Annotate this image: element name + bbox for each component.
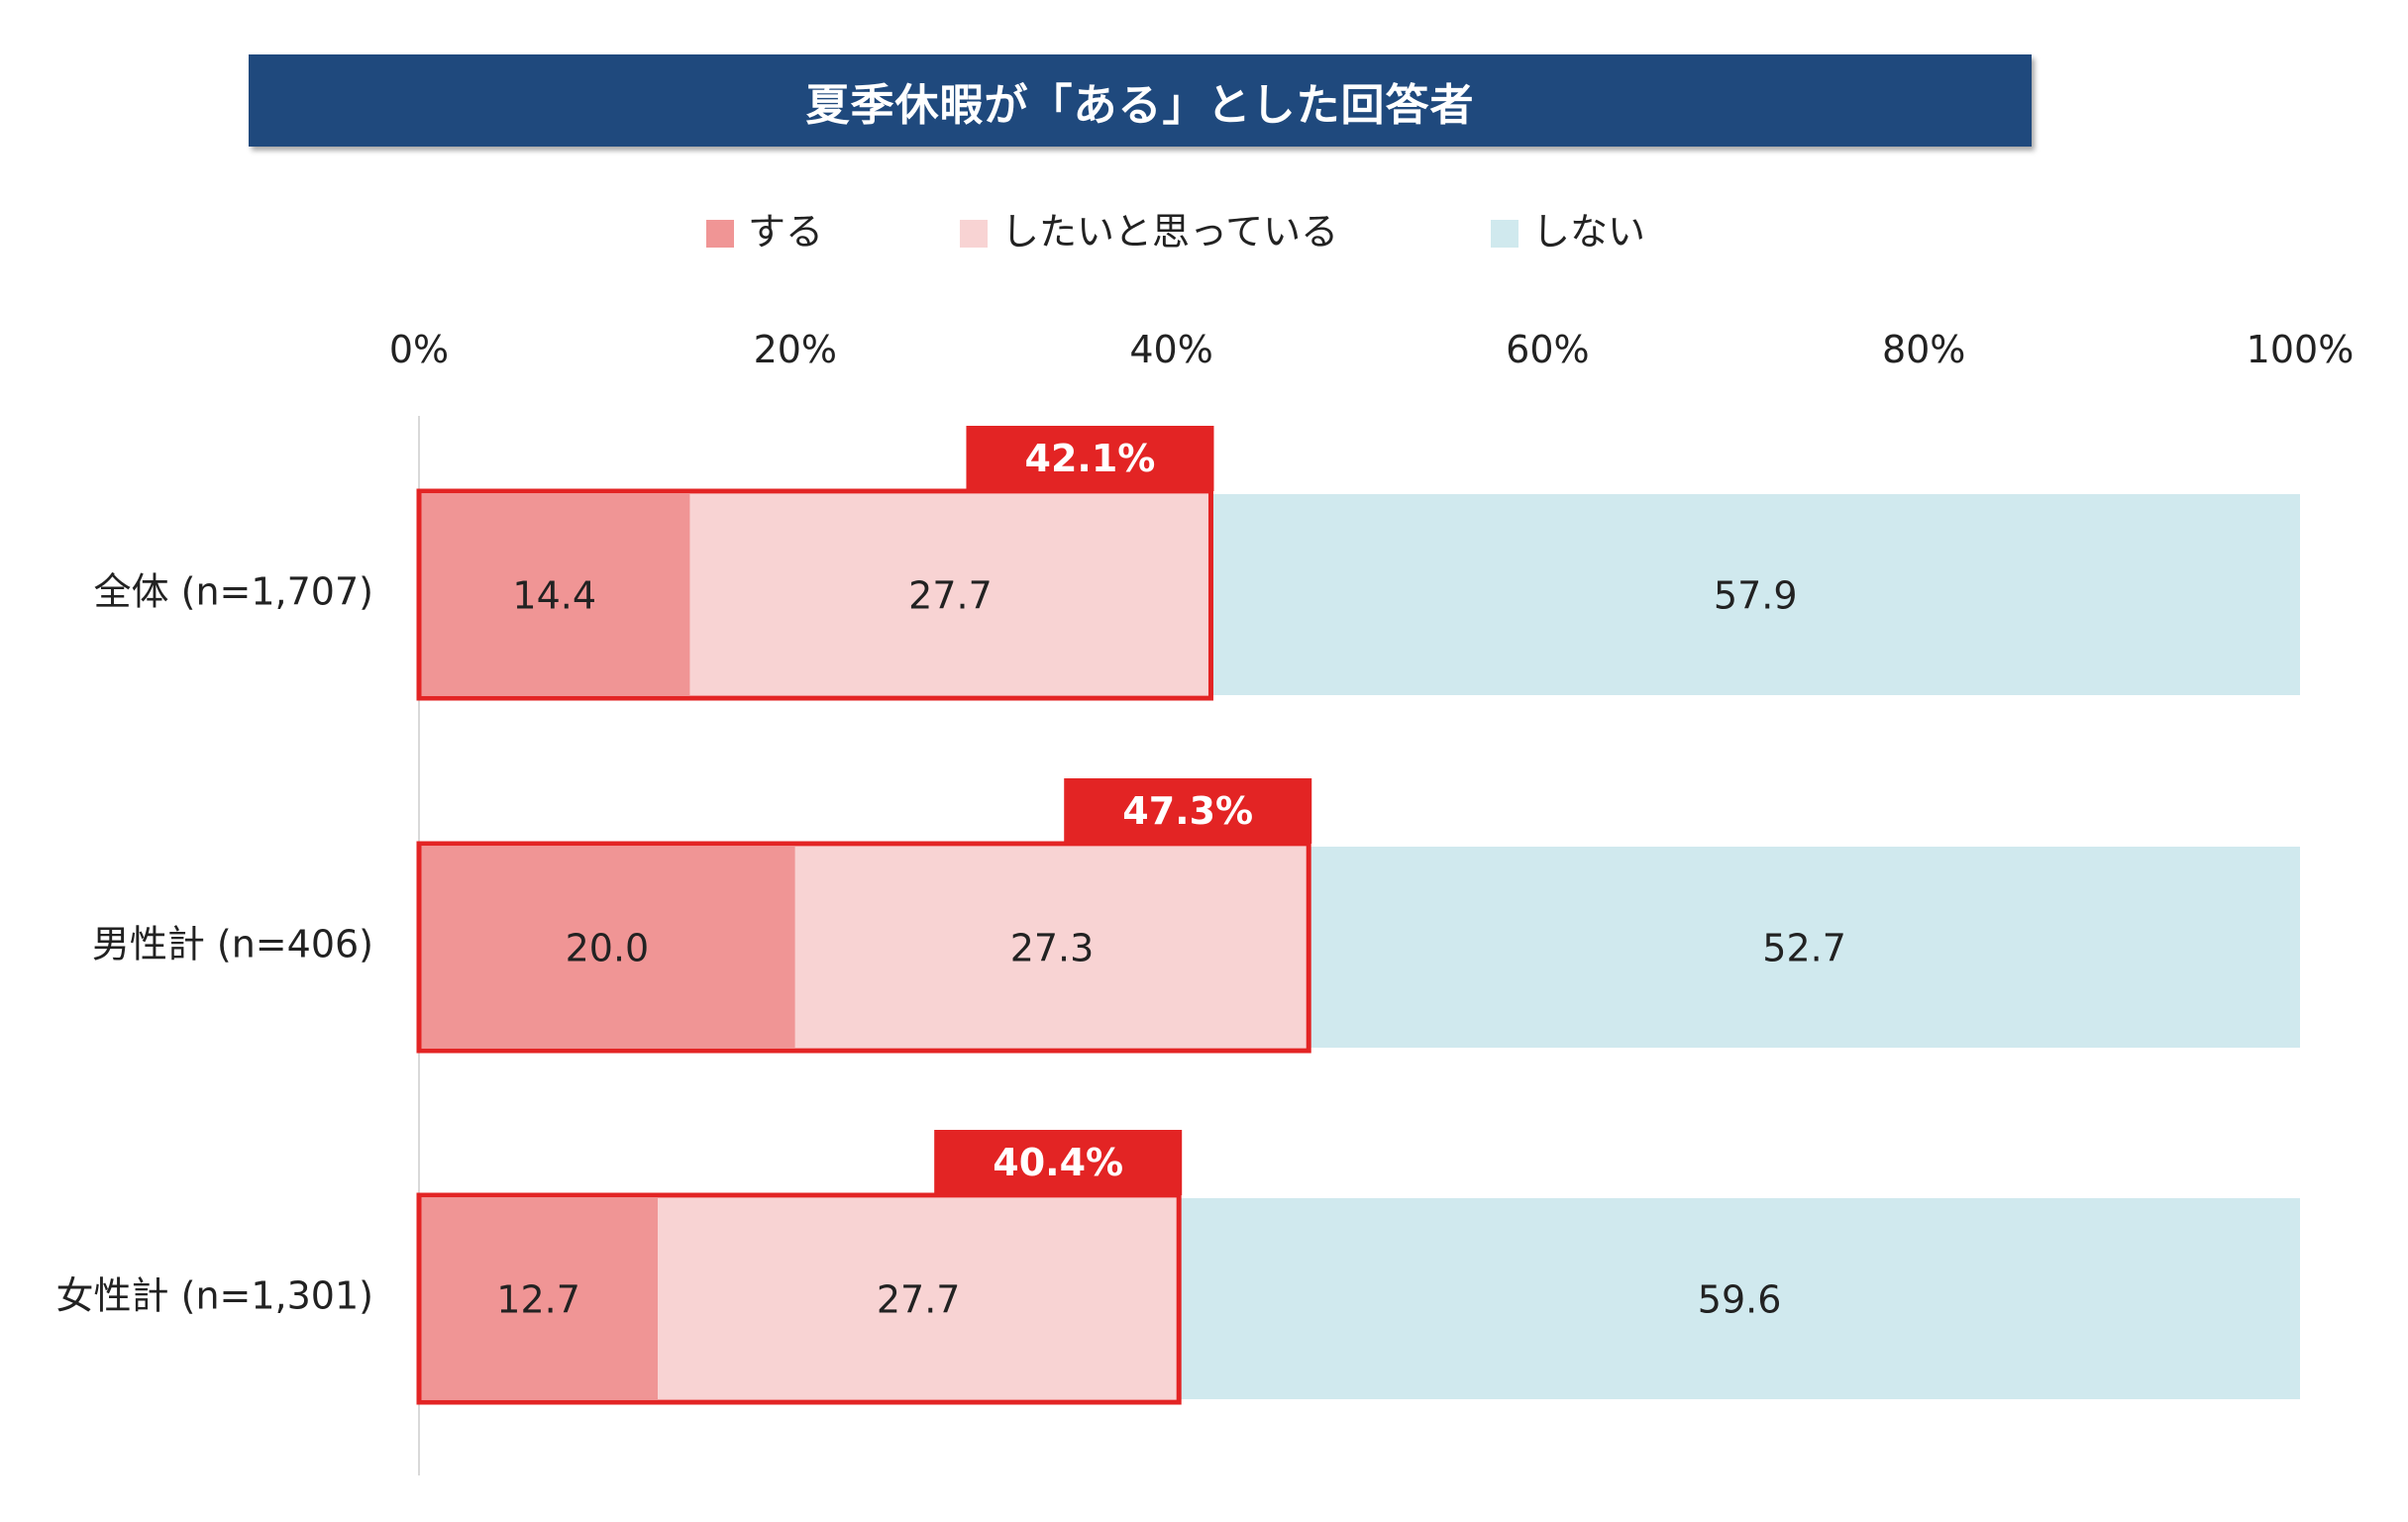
bar-segment-1-2	[1309, 847, 2300, 1048]
data-label-0-0: 14.4	[512, 574, 596, 618]
bar-segment-1-1	[794, 847, 1309, 1048]
chart-title-banner: 夏季休暇が「ある」とした回答者	[249, 54, 2032, 147]
bar-segment-2-0	[419, 1198, 659, 1399]
legend-swatch-2	[1491, 220, 1518, 248]
highlight-box-1	[416, 841, 1311, 1054]
highlight-box-2	[416, 1192, 1182, 1405]
x-tick-label-5: 100%	[2247, 328, 2355, 371]
category-label-0: 全体 (n=1,707)	[94, 570, 373, 614]
bar-segment-2-1	[658, 1198, 1180, 1399]
bar-segment-0-2	[1210, 494, 2300, 695]
bar-row-1: 男性計 (n=406) 20.0 27.3 52.7 47.3%	[92, 778, 2300, 1054]
x-tick-label-2: 40%	[1129, 328, 1212, 371]
legend-label-1: したいと思っている	[1001, 210, 1338, 254]
x-tick-label-3: 60%	[1506, 328, 1589, 371]
data-label-0-1: 27.7	[908, 574, 993, 618]
category-label-2: 女性計 (n=1,301)	[56, 1274, 373, 1318]
data-label-1-0: 20.0	[566, 927, 650, 970]
legend: する したいと思っている しない	[706, 210, 1645, 254]
category-label-1: 男性計 (n=406)	[92, 923, 373, 966]
bar-segment-2-2	[1179, 1198, 2300, 1399]
bar-segment-0-1	[689, 494, 1211, 695]
x-tick-label-0: 0%	[389, 328, 449, 371]
legend-swatch-0	[706, 220, 734, 248]
chart-title: 夏季休暇が「ある」とした回答者	[805, 79, 1475, 131]
callout-label-2: 40.4%	[993, 1141, 1123, 1184]
data-label-2-1: 27.7	[877, 1278, 961, 1322]
data-label-1-1: 27.3	[1010, 927, 1095, 970]
x-axis-ticks: 0% 20% 40% 60% 80% 100%	[389, 328, 2354, 371]
data-label-2-0: 12.7	[496, 1278, 580, 1322]
x-tick-label-1: 20%	[754, 328, 837, 371]
bar-segment-0-0	[419, 494, 690, 695]
data-label-2-2: 59.6	[1698, 1278, 1782, 1322]
bar-row-0: 全体 (n=1,707) 14.4 27.7 57.9 42.1%	[94, 426, 2300, 701]
callout-label-0: 42.1%	[1025, 437, 1156, 480]
x-tick-label-4: 80%	[1882, 328, 1965, 371]
callout-box-1	[1064, 778, 1312, 844]
callout-box-0	[966, 426, 1214, 491]
legend-label-0: する	[748, 210, 823, 254]
callout-label-1: 47.3%	[1122, 789, 1253, 833]
bar-row-2: 女性計 (n=1,301) 12.7 27.7 59.6 40.4%	[56, 1130, 2300, 1405]
data-label-1-2: 52.7	[1762, 927, 1846, 970]
legend-label-2: しない	[1532, 210, 1645, 254]
bars: 全体 (n=1,707) 14.4 27.7 57.9 42.1% 男性計 (n=406)…	[56, 426, 2300, 1405]
legend-swatch-1	[960, 220, 988, 248]
data-label-0-2: 57.9	[1714, 574, 1798, 618]
bar-segment-1-0	[419, 847, 795, 1048]
highlight-box-0	[416, 488, 1213, 701]
callout-box-2	[934, 1130, 1183, 1195]
